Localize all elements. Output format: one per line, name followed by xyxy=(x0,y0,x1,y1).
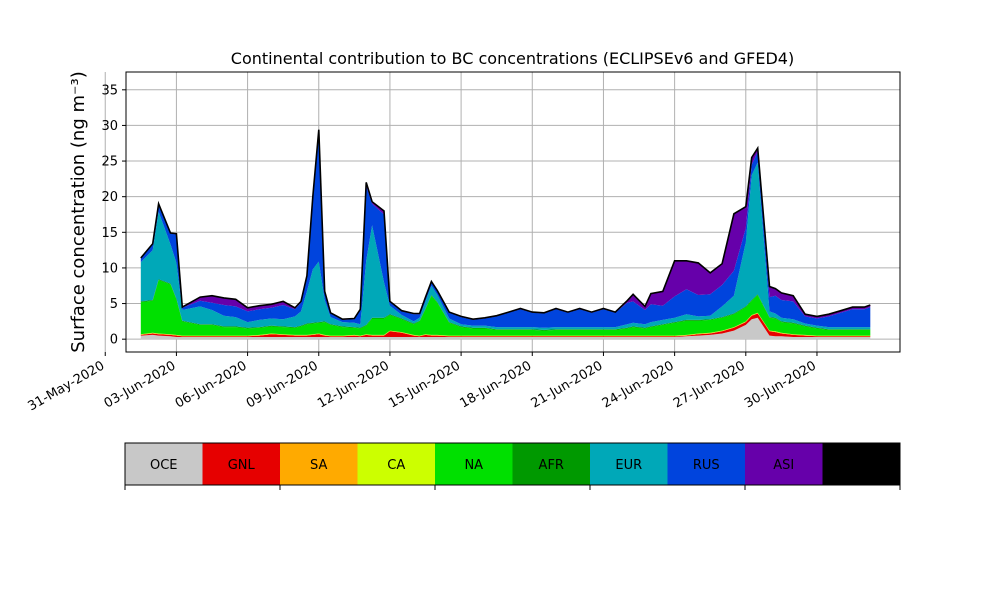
series-area-rus xyxy=(140,133,871,328)
legend-swatch-ca xyxy=(357,443,436,485)
legend-label-afr: AFR xyxy=(539,458,564,473)
legend-swatch-na xyxy=(435,443,513,485)
legend-label-ca: CA xyxy=(387,458,405,473)
legend-label-aus: AUS xyxy=(848,458,875,473)
legend-label-asi: ASI xyxy=(773,458,794,473)
legend-label-oce: OCE xyxy=(150,458,178,473)
series-area-asi xyxy=(140,129,871,320)
chart-title: Continental contribution to BC concentra… xyxy=(231,49,794,68)
legend-swatch-aus xyxy=(822,443,901,485)
grid xyxy=(104,72,900,352)
legend-label-eur: EUR xyxy=(615,458,642,473)
legend-swatch-sa xyxy=(280,443,358,485)
series-area-oce xyxy=(140,317,871,340)
legend-colorbar: OCE GNL SA CA NA AFR EUR RUS ASI AUS xyxy=(124,442,901,490)
y-tick-label: 10 xyxy=(101,261,118,276)
legend-label-gnl: GNL xyxy=(228,458,256,473)
y-tick-label: 30 xyxy=(101,119,118,134)
legend-swatch-rus xyxy=(667,443,746,485)
legend-label-rus: RUS xyxy=(693,458,720,473)
legend-label-sa: SA xyxy=(310,458,327,473)
y-tick-label: 0 xyxy=(110,333,118,348)
legend-swatch-asi xyxy=(745,443,823,485)
y-axis-label: Surface concentration (ng m⁻³) xyxy=(68,71,89,353)
legend-label-na: NA xyxy=(464,458,483,473)
legend-swatch-oce xyxy=(125,443,203,485)
legend-swatch-afr xyxy=(512,443,591,485)
y-tick-label: 35 xyxy=(101,83,118,98)
y-tick-label: 25 xyxy=(101,155,118,170)
y-tick-label: 20 xyxy=(101,190,118,205)
legend-swatch-eur xyxy=(590,443,668,485)
stacked-areas xyxy=(140,129,871,340)
series-area-na xyxy=(140,280,871,336)
legend-frame xyxy=(124,442,901,486)
series-area-eur xyxy=(140,162,871,330)
y-tick-label: 5 xyxy=(110,297,118,312)
total-outline xyxy=(140,129,871,321)
y-tick-label: 15 xyxy=(101,226,118,241)
plot-frame xyxy=(125,71,901,353)
legend-swatch-gnl xyxy=(202,443,281,485)
